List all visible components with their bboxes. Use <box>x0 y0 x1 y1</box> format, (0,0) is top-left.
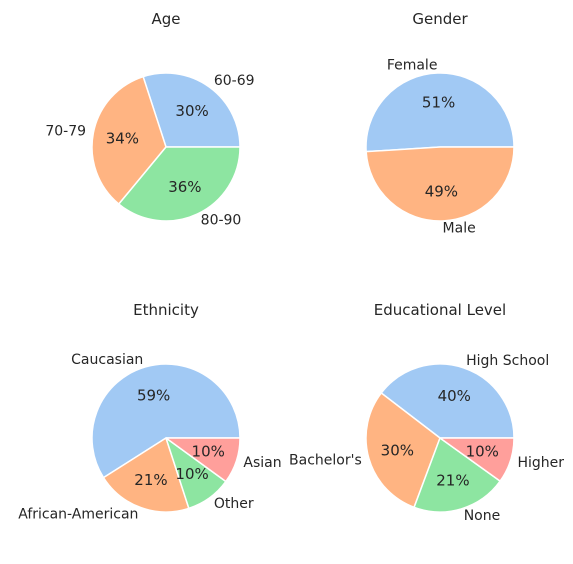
ethnicity-pct-asian: 10% <box>192 443 225 461</box>
ethnicity-label-asian: Asian <box>243 455 281 471</box>
education-pct-bachelor-s: 30% <box>381 441 414 459</box>
gender-pct-female: 51% <box>422 94 455 112</box>
age-chart-title: Age <box>151 10 180 28</box>
education-slice-bachelor-s <box>365 392 441 509</box>
education-label-bachelor-s: Bachelor's <box>289 452 362 468</box>
gender-slice-female <box>365 72 515 153</box>
education-pct-higher: 10% <box>466 443 499 461</box>
ethnicity-chart-title: Ethnicity <box>133 301 199 319</box>
education-label-high-school: High School <box>466 353 549 369</box>
education-label-higher: Higher <box>517 455 564 471</box>
gender-slice-male <box>365 146 515 222</box>
age-slice-70-79 <box>91 75 167 205</box>
education-pct-none: 21% <box>436 471 469 489</box>
age-pct-70-79: 34% <box>106 130 139 148</box>
ethnicity-pct-caucasian: 59% <box>137 386 170 404</box>
age-slice-60-69 <box>142 72 241 148</box>
education-chart-title: Educational Level <box>374 301 506 319</box>
age-slice-80-90 <box>118 146 241 222</box>
education-pct-high-school: 40% <box>438 387 471 405</box>
age-pct-80-90: 36% <box>168 178 201 196</box>
ethnicity-pct-other: 10% <box>175 465 208 483</box>
education-slice-high-school <box>380 363 515 439</box>
gender-label-female: Female <box>387 58 438 74</box>
gender-chart-title: Gender <box>412 10 468 28</box>
education-slice-none <box>413 437 501 513</box>
age-label-60-69: 60-69 <box>214 73 255 89</box>
ethnicity-slice-caucasian <box>91 363 241 479</box>
ethnicity-label-other: Other <box>214 496 254 512</box>
gender-pct-male: 49% <box>425 182 458 200</box>
ethnicity-pie-chart: Ethnicity 59% Caucasian 21% African-America… <box>18 301 281 523</box>
ethnicity-label-caucasian: Caucasian <box>71 352 143 368</box>
education-label-none: None <box>464 508 501 524</box>
age-pct-60-69: 30% <box>175 102 208 120</box>
gender-label-male: Male <box>443 220 476 236</box>
age-label-70-79: 70-79 <box>45 124 86 140</box>
gender-pie-chart: Gender 51% Female 49% Male <box>365 10 515 236</box>
age-label-80-90: 80-90 <box>201 213 242 229</box>
ethnicity-slice-asian <box>165 437 241 483</box>
ethnicity-pct-african-american: 21% <box>134 471 167 489</box>
age-pie-chart: Age 30% 60-69 34% 70-79 36% 80-90 <box>45 10 254 229</box>
ethnicity-label-african-american: African-American <box>18 507 138 523</box>
education-pie-chart: Educational Level 40% High School 30% Bache… <box>289 301 564 524</box>
education-slice-higher <box>439 437 515 482</box>
ethnicity-slice-african-american <box>102 437 190 513</box>
